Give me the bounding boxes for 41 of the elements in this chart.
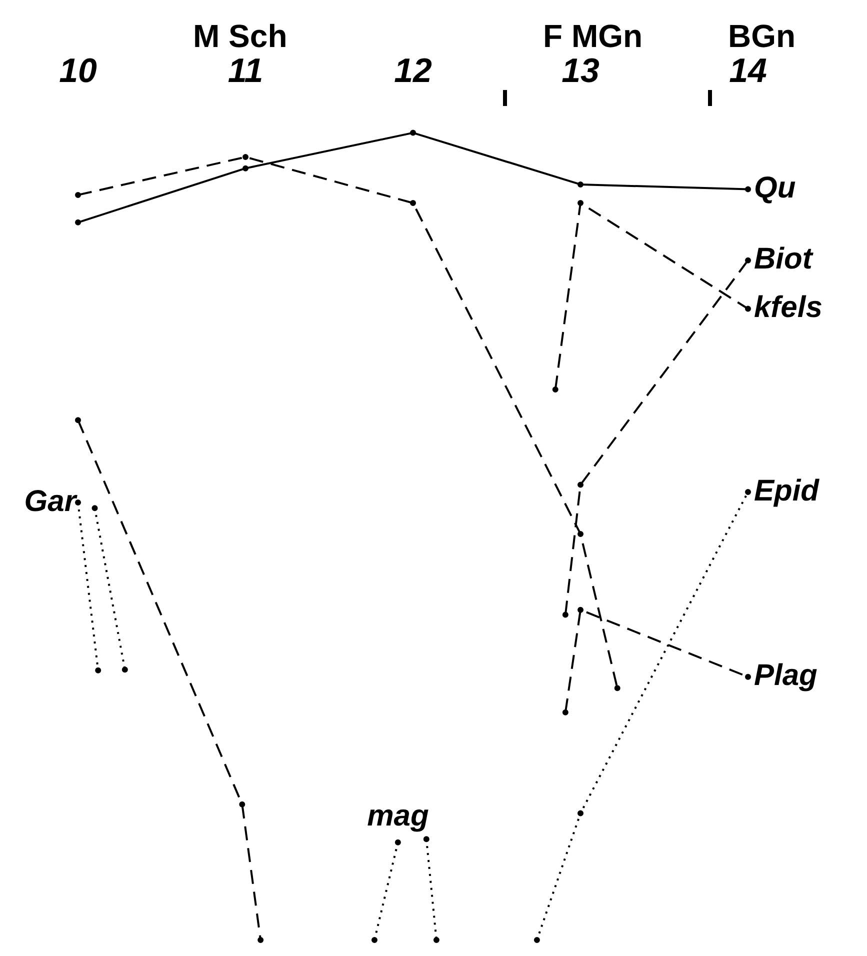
point [258, 937, 264, 943]
point [745, 257, 751, 264]
point [745, 489, 751, 496]
point [242, 165, 248, 172]
point [578, 530, 584, 537]
point [371, 937, 378, 943]
series-label: mag [367, 800, 429, 833]
point [578, 606, 584, 613]
point [95, 667, 102, 674]
point [410, 130, 416, 136]
point [534, 937, 540, 943]
point [433, 937, 440, 943]
point [394, 839, 401, 846]
point [745, 186, 751, 192]
series-label: Qu [754, 172, 796, 205]
point [242, 154, 248, 160]
point [578, 200, 584, 206]
point [423, 836, 430, 842]
point [578, 482, 584, 488]
point [75, 192, 81, 198]
series-label: Plag [754, 659, 818, 692]
point [562, 612, 568, 618]
point [552, 386, 558, 392]
point [745, 674, 751, 680]
point [562, 709, 568, 716]
point [745, 306, 751, 312]
point [410, 200, 416, 206]
point [239, 801, 246, 808]
point [122, 666, 128, 673]
point [578, 181, 584, 188]
series-label: Biot [754, 242, 814, 276]
point [578, 810, 584, 816]
point [92, 505, 98, 512]
point [75, 417, 81, 424]
series-label: Epid [754, 474, 820, 508]
x-tick-label: 12 [394, 52, 432, 90]
series-label: Gar [24, 484, 78, 518]
point [614, 685, 620, 692]
point [75, 219, 81, 226]
x-tick-label: 10 [59, 52, 97, 90]
series-label: kfels [754, 291, 822, 324]
